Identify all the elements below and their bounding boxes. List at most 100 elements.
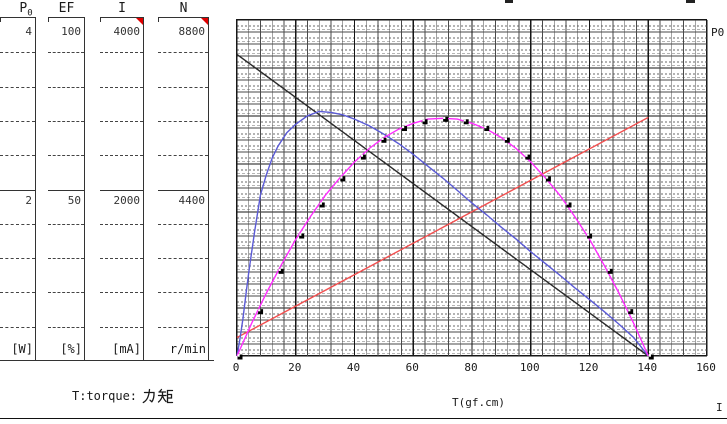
axis-division-dashed-line: [158, 326, 208, 328]
truncated-title-mark: [686, 0, 695, 3]
axis-mid-line: [100, 189, 143, 191]
p0-data-marker-notch: [525, 154, 528, 157]
axis-division-dashed-line: [100, 52, 143, 54]
p0-data-marker-notch: [340, 176, 343, 179]
x-tick-label: 0: [232, 361, 240, 374]
p0-data-marker-notch: [319, 202, 322, 205]
axis-division-dashed-line: [48, 223, 84, 225]
p0-data-marker-notch: [402, 126, 405, 129]
p0-data-marker: [360, 154, 366, 160]
p0-data-marker: [278, 268, 284, 274]
axis-division-dashed-line: [0, 258, 35, 260]
p0-data-marker-notch: [278, 268, 281, 272]
axis-tick: [158, 18, 159, 22]
p0-data-marker-notch: [443, 116, 446, 119]
axis-mid-value: 4400: [178, 194, 206, 207]
x-tick-label: 100: [519, 361, 540, 374]
p0-data-marker-notch: [381, 137, 384, 140]
chart-canvas: [236, 19, 708, 360]
p0-data-marker: [587, 233, 593, 239]
axis-division-dashed-line: [48, 155, 84, 157]
p0-data-marker: [607, 268, 613, 274]
p0-data-marker-notch: [545, 176, 549, 179]
axis-unit: [mA]: [112, 342, 141, 356]
axis-division-dashed-line: [48, 86, 84, 88]
axis-division-dashed-line: [100, 292, 143, 294]
axis-column-ef: 100 50 [%]: [48, 17, 85, 361]
x-tick-label: 80: [464, 361, 478, 374]
p0-data-marker-notch: [422, 119, 425, 122]
curve-I: [236, 116, 649, 339]
axis-mid-value: 2000: [113, 194, 141, 207]
axis-division-dashed-line: [158, 120, 208, 122]
p0-data-marker-notch: [607, 268, 610, 272]
axis-division-dashed-line: [0, 326, 35, 328]
p0-data-marker-notch: [484, 126, 487, 129]
torque-note-text: T:torque:: [72, 389, 138, 403]
axes-baseline: [0, 360, 214, 361]
p0-data-marker-notch: [628, 309, 631, 312]
p0-data-marker-notch: [258, 309, 261, 312]
axis-division-dashed-line: [100, 120, 143, 122]
p0-data-marker: [525, 154, 531, 160]
p0-data-marker: [628, 309, 634, 315]
axis-division-dashed-line: [0, 52, 35, 54]
torque-note: T:torque:: [72, 388, 174, 404]
axis-top-value: 100: [61, 25, 81, 38]
axis-division-dashed-line: [100, 86, 143, 88]
axis-tick: [100, 18, 101, 22]
p0-data-marker-notch: [299, 233, 302, 236]
axis-division-dashed-line: [158, 52, 208, 54]
axis-unit: [%]: [60, 342, 82, 356]
axis-label-p0: P0: [19, 1, 33, 19]
axis-top-value: 8800: [178, 25, 206, 38]
axis-division-dashed-line: [48, 52, 84, 54]
p0-data-marker-notch: [648, 354, 651, 357]
chart-corner-label-p0: P0: [711, 26, 725, 39]
axis-mid-line: [48, 189, 84, 191]
axis-top-value: 4: [25, 25, 32, 38]
axis-division-dashed-line: [100, 223, 143, 225]
axis-unit: r/min: [169, 342, 206, 356]
axis-label-i: I: [118, 1, 126, 16]
red-corner-flag-icon: [136, 18, 143, 25]
axis-division-dashed-line: [100, 326, 143, 328]
axis-division-dashed-line: [48, 258, 84, 260]
p0-data-marker: [319, 202, 325, 208]
x-axis-label: T(gf.cm): [452, 396, 505, 409]
p0-data-marker-notch: [360, 154, 364, 157]
axis-tick: [48, 18, 49, 22]
axis-division-dashed-line: [158, 223, 208, 225]
axis-column-i: 4000 2000 [mA]: [100, 17, 144, 361]
axis-division-dashed-line: [0, 292, 35, 294]
torque-plot-area: [236, 19, 708, 360]
p0-data-marker: [299, 233, 305, 239]
axis-division-dashed-line: [158, 86, 208, 88]
p0-data-marker: [381, 137, 387, 143]
p0-data-marker: [258, 309, 264, 315]
axis-division-dashed-line: [0, 86, 35, 88]
axis-label-n: N: [179, 1, 188, 16]
red-corner-flag-icon: [201, 18, 208, 25]
p0-data-marker: [504, 137, 510, 143]
axis-top-value: 4000: [113, 25, 141, 38]
axis-unit: [W]: [11, 342, 33, 356]
x-tick-label: 120: [578, 361, 599, 374]
p0-data-marker-notch: [587, 233, 590, 236]
axis-division-dashed-line: [48, 120, 84, 122]
p0-data-marker: [340, 176, 346, 182]
axis-mid-line: [158, 189, 208, 191]
curve-N: [236, 53, 649, 357]
p0-data-marker: [545, 176, 551, 182]
axis-division-dashed-line: [100, 258, 143, 260]
p0-data-marker: [443, 116, 449, 122]
p0-data-marker: [463, 119, 469, 125]
cjk-torque-characters-icon: [142, 388, 174, 404]
truncated-title-mark: [505, 0, 513, 3]
chart-corner-label-i: I: [716, 401, 723, 414]
axis-mid-value: 2: [25, 194, 32, 207]
window-bottom-border: [0, 418, 727, 419]
p0-data-marker: [648, 354, 654, 360]
p0-data-marker-notch: [504, 137, 508, 140]
